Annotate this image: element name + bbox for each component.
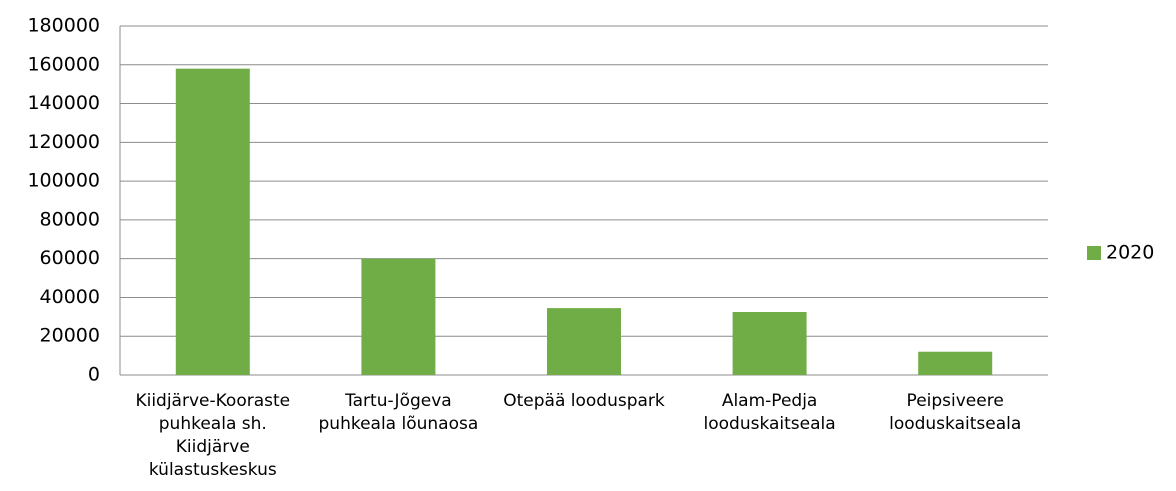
x-tick-label: Alam-Pedja looduskaitseala: [703, 391, 836, 434]
legend-swatch: [1087, 246, 1101, 260]
x-tick-label: Otepää looduspark: [503, 391, 665, 411]
x-tick-label: Tartu-Jõgeva puhkeala lõunaosa: [318, 391, 479, 434]
x-tick-label: Kiidjärve-Kooraste puhkeala sh. Kiidjärv…: [135, 391, 291, 480]
y-tick-label: 20000: [40, 325, 100, 347]
bar: [918, 351, 993, 375]
y-tick-label: 140000: [27, 92, 100, 114]
y-tick-label: 120000: [27, 131, 100, 153]
y-tick-label: 40000: [40, 286, 100, 308]
bar: [732, 311, 807, 375]
bar: [361, 258, 436, 375]
y-tick-label: 60000: [40, 247, 100, 269]
y-tick-label: 0: [88, 364, 100, 386]
y-tick-label: 80000: [40, 208, 100, 230]
y-tick-label: 160000: [27, 53, 100, 75]
legend-label: 2020: [1106, 242, 1154, 264]
bar: [547, 308, 621, 375]
bar: [175, 68, 250, 376]
y-tick-label: 100000: [27, 170, 100, 192]
y-tick-label: 180000: [27, 15, 100, 37]
x-tick-label: Peipsiveere looduskaitseala: [889, 391, 1022, 434]
